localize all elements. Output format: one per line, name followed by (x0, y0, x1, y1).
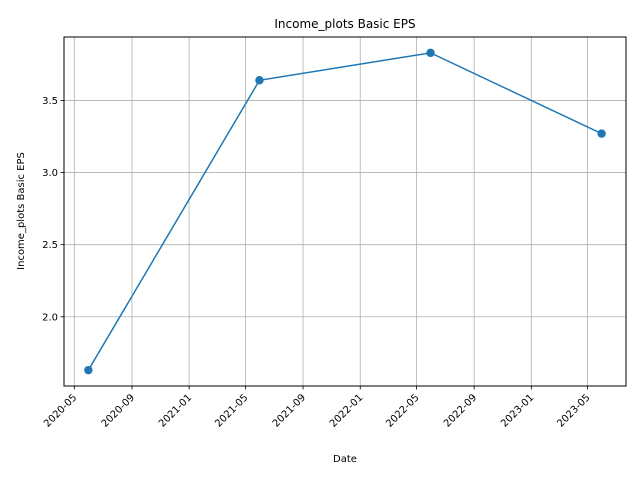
data-point (84, 365, 93, 375)
y-axis-label: Income_plots Basic EPS (16, 152, 27, 270)
x-axis-label: Date (333, 454, 357, 465)
x-tick-label: 2023-05 (555, 392, 592, 429)
x-tick-label: 2022-01 (328, 392, 365, 429)
x-tick-label: 2021-09 (271, 392, 308, 429)
chart-title: Income_plots Basic EPS (274, 17, 415, 31)
y-tick-label: 2.0 (42, 312, 58, 323)
x-tick-label: 2020-05 (42, 392, 79, 429)
series-line (87, 52, 602, 371)
data-point (426, 48, 435, 58)
x-tick-label: 2021-01 (157, 392, 194, 429)
data-series (84, 48, 606, 375)
y-tick-label: 3.0 (42, 168, 58, 179)
data-point (255, 76, 264, 85)
y-tick-label: 2.5 (42, 240, 58, 251)
x-axis: 2020-05 2020-09 2021-01 2021-05 2021-09 2022-… (42, 386, 593, 430)
y-axis: 2.0 2.5 3.0 3.5 (42, 96, 64, 323)
x-tick-label: 2023-01 (499, 392, 536, 429)
data-point (597, 129, 606, 138)
plot-frame (63, 36, 627, 387)
x-tick-label: 2020-09 (100, 392, 137, 429)
grid (64, 37, 626, 386)
x-tick-label: 2022-05 (384, 392, 421, 429)
y-tick-label: 3.5 (42, 96, 58, 107)
x-tick-label: 2022-09 (442, 392, 479, 429)
x-tick-label: 2021-05 (213, 392, 250, 429)
